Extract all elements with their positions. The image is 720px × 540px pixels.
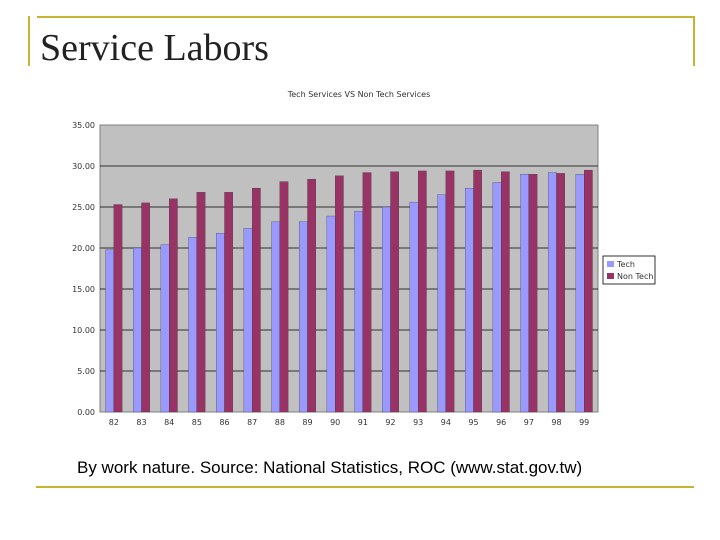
x-tick-label: 94 xyxy=(441,418,451,427)
x-tick-label: 99 xyxy=(579,418,589,427)
bar-tech-91 xyxy=(354,210,363,413)
x-tick-label: 95 xyxy=(468,418,478,427)
top-rule xyxy=(37,16,695,18)
x-tick-label: 88 xyxy=(275,418,285,427)
y-tick-label: 5.00 xyxy=(77,367,95,376)
bar-tech-84 xyxy=(160,244,170,413)
bar-non-tech-93 xyxy=(418,170,427,413)
y-tick-label: 10.00 xyxy=(72,326,95,335)
bar-non-tech-99 xyxy=(584,169,593,413)
bar-tech-98 xyxy=(548,172,557,413)
bar-tech-89 xyxy=(299,221,308,413)
slide-caption: By work nature. Source: National Statist… xyxy=(77,458,583,477)
x-tick-label: 82 xyxy=(109,418,119,427)
bar-tech-92 xyxy=(382,206,391,413)
legend-swatch-non-tech xyxy=(607,273,614,279)
y-tick-label: 0.00 xyxy=(77,408,95,417)
x-tick-label: 92 xyxy=(385,418,395,427)
x-tick-label: 91 xyxy=(358,418,368,427)
bar-non-tech-87 xyxy=(252,187,261,413)
top-right-rule xyxy=(693,16,695,66)
slide-title: Service Labors xyxy=(40,27,269,69)
y-tick-label: 30.00 xyxy=(72,162,95,171)
x-tick-label: 86 xyxy=(219,418,229,427)
bottom-rule xyxy=(36,486,694,488)
legend: Tech Non Tech xyxy=(602,255,656,285)
bar-non-tech-97 xyxy=(528,174,538,413)
bar-non-tech-95 xyxy=(473,169,482,413)
bar-tech-87 xyxy=(243,228,253,413)
y-tick-label: 20.00 xyxy=(72,244,95,253)
bar-non-tech-96 xyxy=(501,171,510,413)
x-tick-label: 98 xyxy=(551,418,561,427)
bar-tech-99 xyxy=(575,174,585,413)
x-tick-label: 90 xyxy=(330,418,340,427)
bar-non-tech-85 xyxy=(196,192,206,413)
bar-non-tech-84 xyxy=(169,198,178,413)
y-tick-label: 15.00 xyxy=(72,285,95,294)
legend-label-tech: Tech xyxy=(616,260,635,269)
plot-area xyxy=(99,124,599,413)
x-tick-label: 89 xyxy=(302,418,312,427)
y-tick-label: 25.00 xyxy=(72,203,95,212)
bar-non-tech-82 xyxy=(113,204,123,413)
bar-non-tech-88 xyxy=(279,181,289,413)
bar-tech-82 xyxy=(105,249,114,413)
bar-tech-93 xyxy=(409,201,419,413)
y-tick-label: 35.00 xyxy=(72,121,95,130)
bar-tech-88 xyxy=(271,221,280,413)
legend-swatch-tech xyxy=(607,261,614,267)
bar-non-tech-94 xyxy=(445,170,455,413)
bar-tech-83 xyxy=(133,247,142,413)
x-tick-label: 84 xyxy=(164,418,174,427)
legend-box xyxy=(602,255,656,285)
bar-non-tech-92 xyxy=(390,171,399,413)
x-tick-label: 97 xyxy=(524,418,534,427)
chart-title: Tech Services VS Non Tech Services xyxy=(287,90,431,99)
bar-tech-94 xyxy=(437,194,446,413)
bar-tech-86 xyxy=(216,233,225,413)
bar-non-tech-83 xyxy=(141,202,150,413)
top-left-rule xyxy=(28,16,30,66)
bar-tech-95 xyxy=(465,187,474,413)
bar-non-tech-98 xyxy=(556,173,565,413)
bar-tech-90 xyxy=(326,215,336,413)
x-tick-label: 93 xyxy=(413,418,423,427)
bar-tech-85 xyxy=(188,237,197,413)
bar-non-tech-89 xyxy=(307,178,316,413)
x-tick-label: 83 xyxy=(136,418,146,427)
bar-non-tech-86 xyxy=(224,192,233,413)
bar-non-tech-90 xyxy=(335,175,344,413)
x-tick-label: 96 xyxy=(496,418,506,427)
bar-tech-96 xyxy=(492,182,502,413)
bar-tech-97 xyxy=(520,174,529,413)
x-tick-label: 85 xyxy=(192,418,202,427)
x-tick-label: 87 xyxy=(247,418,257,427)
legend-label-non-tech: Non Tech xyxy=(617,272,653,281)
bar-non-tech-91 xyxy=(362,172,372,413)
